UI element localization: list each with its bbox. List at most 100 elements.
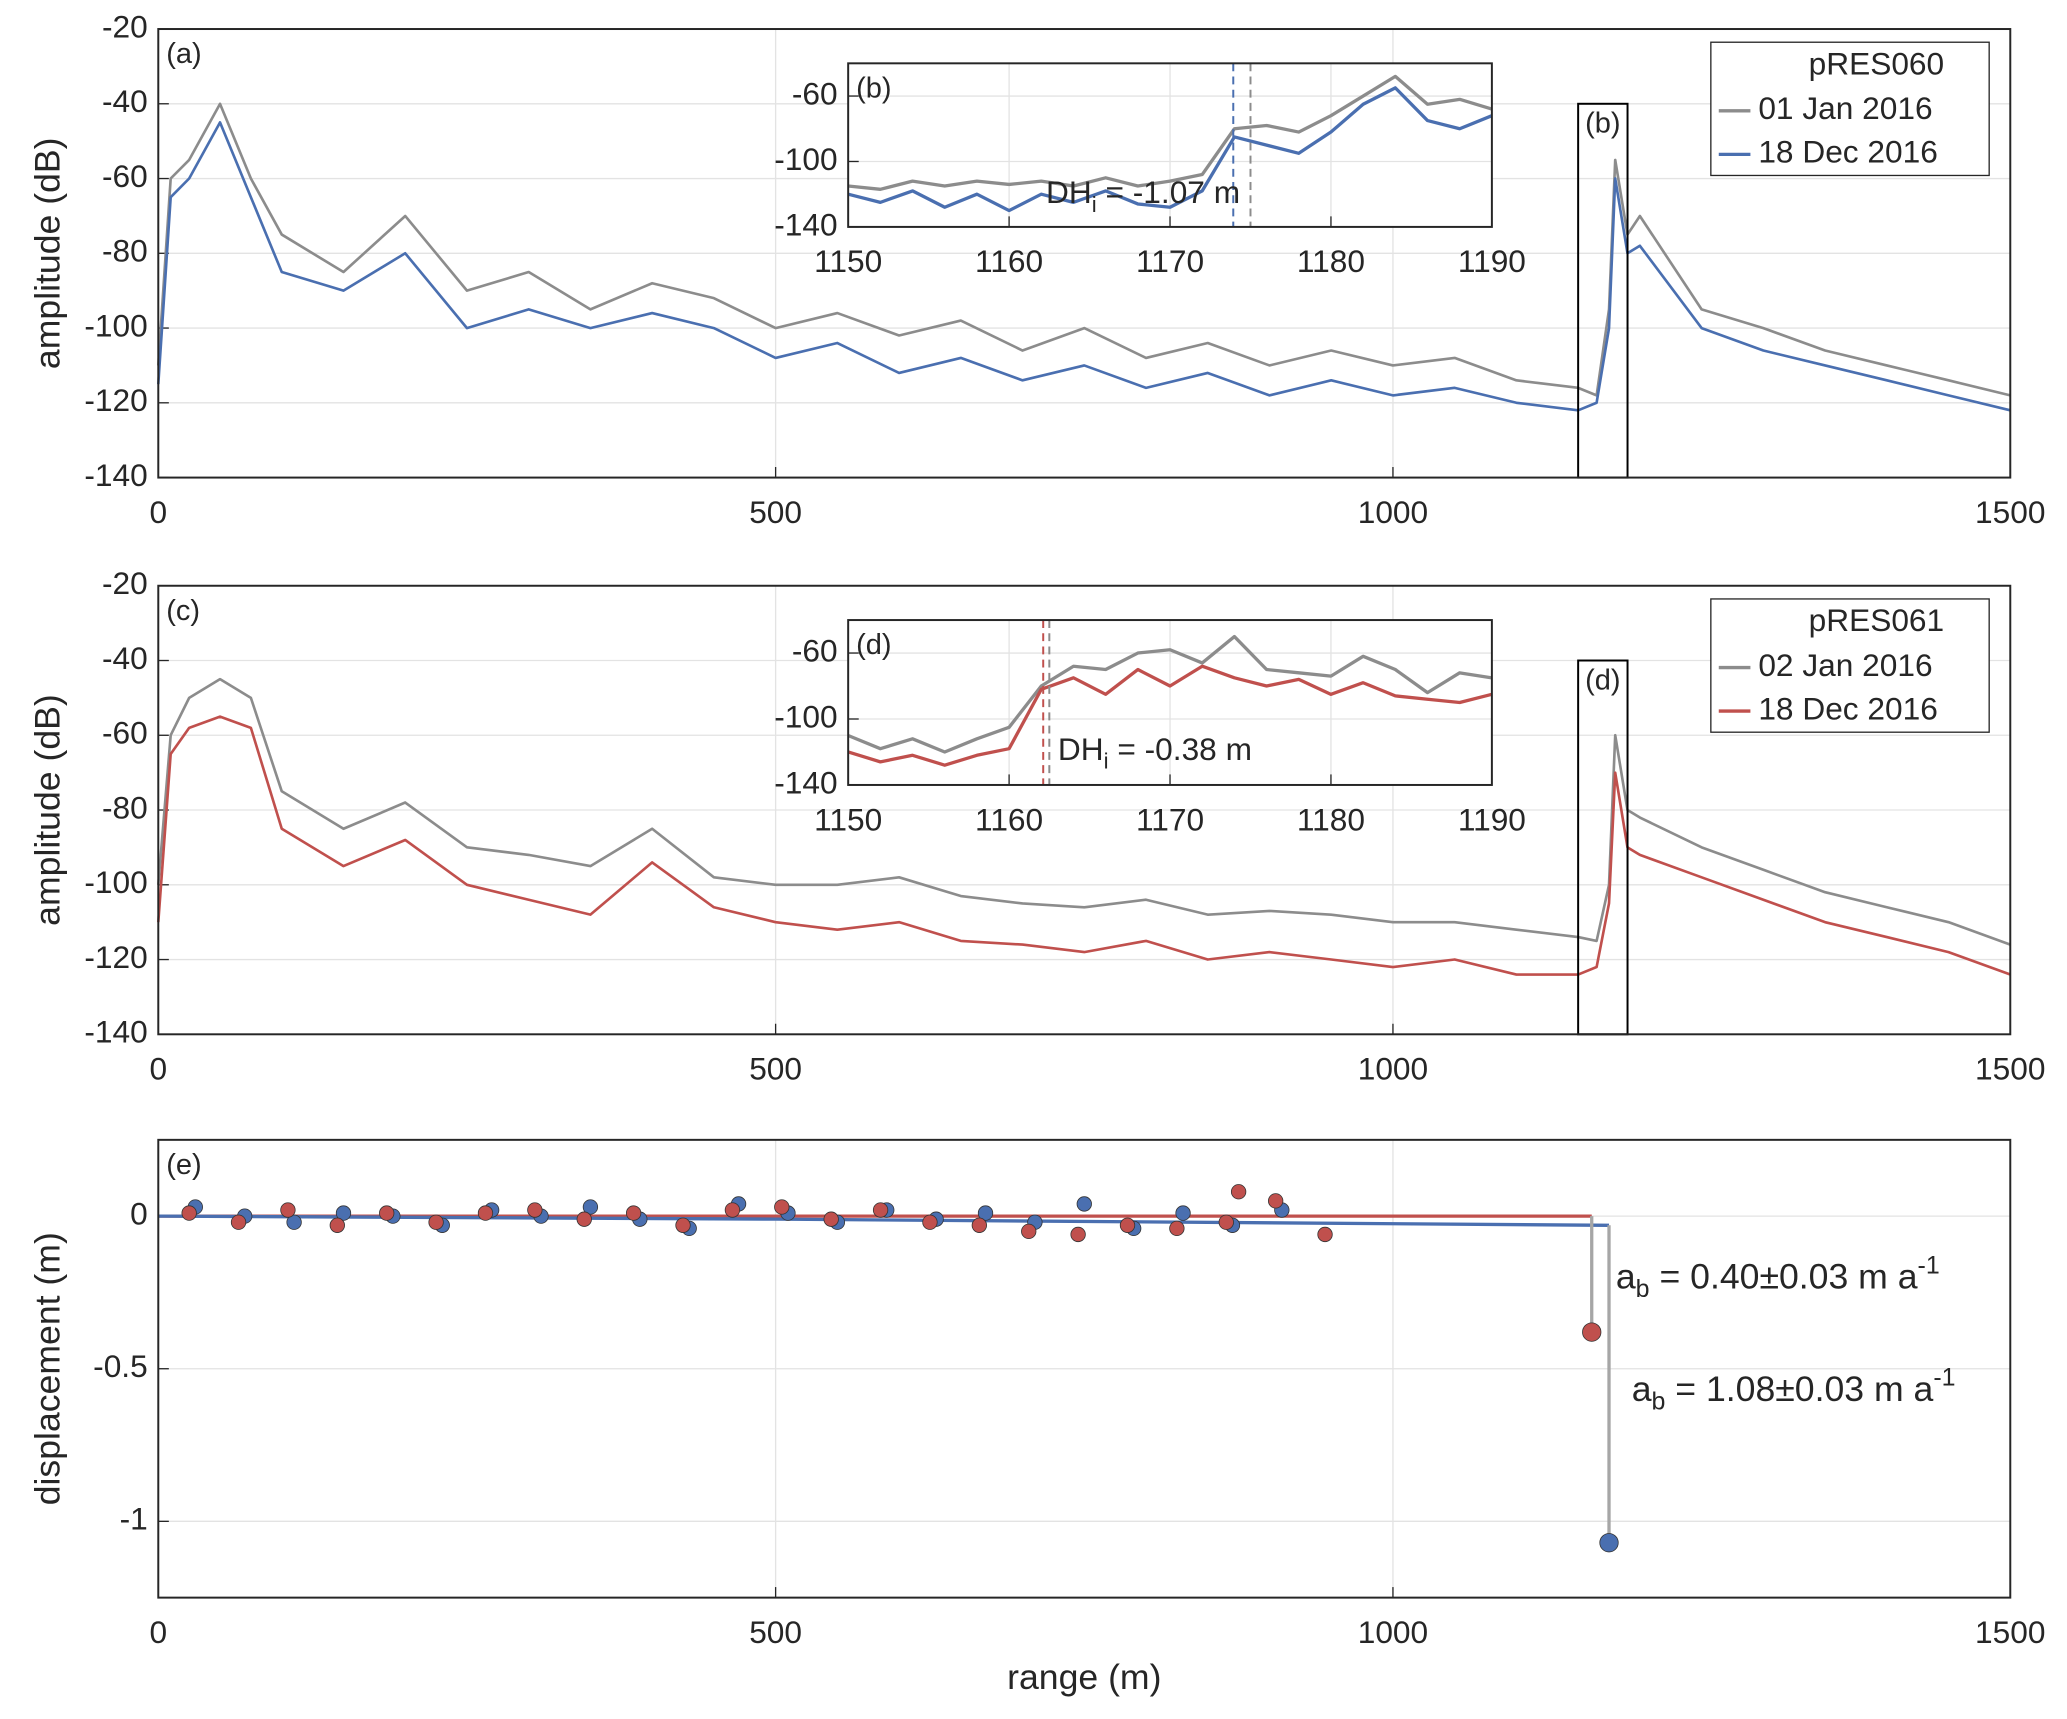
plot-frame: [847, 619, 1493, 786]
y-tick-label: -140: [84, 457, 147, 493]
data-point: [1268, 1193, 1284, 1209]
fit-line: [158, 1214, 1610, 1227]
legend-title: pRES060: [1809, 45, 1945, 81]
data-point: [576, 1211, 592, 1227]
y-tick-label: 0: [130, 1195, 148, 1231]
data-point: [1317, 1226, 1333, 1243]
data-line: [156, 715, 2011, 976]
data-point: [428, 1214, 444, 1230]
legend-box: [1710, 598, 1990, 733]
x-tick-label: 1190: [1458, 801, 1526, 837]
x-tick-label: 500: [749, 494, 802, 530]
data-point: [922, 1214, 938, 1230]
x-tick-label: 1000: [1358, 494, 1428, 530]
x-tick-label: 0: [149, 1614, 167, 1650]
y-axis-label: amplitude (dB): [28, 138, 68, 370]
data-point: [625, 1205, 642, 1221]
y-tick-label: -20: [102, 565, 148, 601]
annotation-text: a: [1632, 1369, 1652, 1409]
data-point: [971, 1217, 987, 1233]
data-point: [230, 1214, 247, 1230]
annotation-superscript: -1: [1933, 1363, 1955, 1391]
panel-label: (b): [856, 72, 891, 104]
annotation-subscript: i: [1104, 748, 1109, 773]
y-tick-label: -60: [102, 715, 148, 751]
data-line: [156, 677, 2011, 946]
data-point: [1230, 1184, 1247, 1200]
plot-frame: [847, 62, 1493, 228]
annotation-superscript: -1: [1918, 1251, 1940, 1279]
y-axis-label: amplitude (dB): [28, 694, 68, 926]
x-tick-label: 1190: [1458, 243, 1526, 279]
panel: 1150 1160 1170 1180 1190 -60 -100 -140 DHi = -1.…: [774, 62, 1526, 279]
legend-label: 01 Jan 2016: [1758, 90, 1932, 126]
annotation-text: = 0.40±0.03 m a: [1650, 1257, 1918, 1297]
x-axis-label: range (m): [1007, 1657, 1161, 1697]
x-tick-label: 1500: [1975, 494, 2045, 530]
legend-label: 02 Jan 2016: [1758, 647, 1932, 683]
x-tick-label: 1000: [1358, 1051, 1428, 1087]
y-tick-label: -0.5: [93, 1348, 148, 1384]
y-tick-label: -60: [102, 158, 148, 194]
data-point: [477, 1205, 494, 1221]
zoom-box-label: (d): [1585, 664, 1620, 696]
x-tick-label: 1160: [975, 243, 1043, 279]
plot-frame: [157, 28, 2012, 479]
data-point: [977, 1205, 994, 1221]
data-point: [335, 1205, 352, 1221]
annotation-text: DH: [1058, 731, 1104, 767]
data-point: [1076, 1196, 1092, 1212]
data-point: [675, 1217, 691, 1233]
legend-label: 18 Dec 2016: [1758, 134, 1938, 170]
y-tick-label: -100: [84, 864, 147, 900]
annotation-text: = 1.08±0.03 m a: [1665, 1369, 1933, 1409]
x-tick-label: 1500: [1975, 1614, 2045, 1650]
data-point: [1070, 1226, 1086, 1243]
x-tick-label: 1170: [1136, 801, 1204, 837]
data-point: [329, 1217, 345, 1233]
x-tick-label: 1150: [814, 801, 882, 837]
y-tick-label: -1: [120, 1501, 148, 1537]
data-point: [1175, 1205, 1191, 1221]
y-tick-label: -100: [774, 141, 837, 177]
zoom-box-label: (b): [1585, 108, 1620, 140]
x-tick-label: 1000: [1358, 1614, 1428, 1650]
panel-label: (e): [166, 1149, 201, 1181]
x-tick-label: 1160: [975, 801, 1043, 837]
data-point: [379, 1205, 395, 1221]
y-tick-label: -140: [774, 764, 837, 800]
data-point: [872, 1202, 889, 1218]
data-point: [280, 1202, 296, 1218]
data-point: [823, 1211, 839, 1227]
legend-title: pRES061: [1809, 602, 1945, 638]
x-tick-label: 500: [749, 1051, 802, 1087]
y-tick-label: -20: [102, 8, 148, 44]
y-tick-label: -100: [774, 698, 837, 734]
y-tick-label: -80: [102, 789, 148, 825]
annotation-subscript: b: [1652, 1387, 1666, 1415]
data-point: [286, 1214, 302, 1230]
y-tick-label: -140: [774, 206, 837, 242]
panel-label: (d): [856, 629, 891, 661]
annotation-text: = -0.38 m: [1109, 731, 1252, 767]
plot-frame: [157, 1138, 2012, 1599]
data-line: [156, 121, 2011, 412]
annotation: ab = 1.08±0.03 m a-1: [1632, 1363, 1956, 1415]
x-tick-label: 1500: [1975, 1051, 2045, 1087]
plot-frame: [157, 584, 2012, 1036]
y-tick-label: -80: [102, 233, 148, 269]
y-tick-label: -140: [84, 1014, 147, 1050]
legend-label: 18 Dec 2016: [1758, 690, 1938, 726]
data-line: [848, 74, 1493, 191]
x-tick-label: 1180: [1297, 801, 1365, 837]
data-line: [847, 634, 1493, 754]
x-tick-label: 1180: [1297, 243, 1365, 279]
y-axis-label: displacement (m): [28, 1232, 68, 1505]
annotation: DHi = -0.38 m: [1058, 731, 1252, 773]
data-point: [1218, 1214, 1234, 1230]
annotation-subscript: b: [1636, 1275, 1650, 1303]
annotation: DHi = -1.07 m: [1046, 175, 1240, 217]
